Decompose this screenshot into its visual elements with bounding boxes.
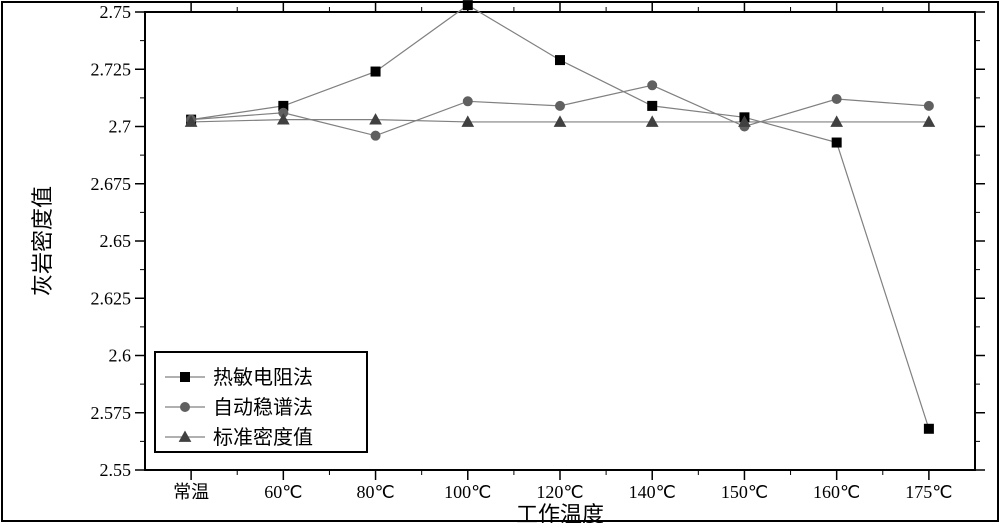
x-tick-label: 160℃: [813, 482, 860, 502]
y-tick-label: 2.625: [91, 288, 132, 308]
x-axis-title: 工作温度: [516, 502, 604, 523]
legend-label-thermistor: 热敏电阻法: [213, 366, 313, 389]
x-tick-label: 80℃: [356, 482, 394, 502]
x-tick-label: 175℃: [905, 482, 952, 502]
line-chart: 2.55 2.575 2.6 2.625 2.65 2.675 2.7 2.725 2.75 常温…: [0, 0, 1000, 523]
y-tick-label: 2.725: [91, 59, 132, 79]
x-tick-label: 140℃: [629, 482, 676, 502]
y-axis-title: 灰岩密度值: [30, 186, 55, 296]
y-tick-label: 2.675: [91, 174, 132, 194]
x-tick-label: 60℃: [264, 482, 302, 502]
x-tick-label: 120℃: [536, 482, 583, 502]
chart-container: 2.55 2.575 2.6 2.625 2.65 2.675 2.7 2.725 2.75 常温…: [0, 0, 1000, 523]
legend-label-standard: 标准密度值: [213, 426, 313, 449]
x-tick-label: 100℃: [444, 482, 491, 502]
y-tick-label: 2.75: [100, 2, 132, 22]
x-tick-label: 150℃: [721, 482, 768, 502]
y-tick-label: 2.6: [109, 346, 132, 366]
series-line-thermistor: [191, 5, 929, 429]
y-tick-label: 2.65: [100, 231, 132, 251]
y-tick-label: 2.7: [109, 117, 132, 137]
x-tick-label: 常温: [173, 482, 209, 502]
legend-label-auto_stab: 自动稳谱法: [213, 396, 313, 419]
y-tick-label: 2.55: [100, 460, 132, 480]
y-tick-label: 2.575: [91, 403, 132, 423]
